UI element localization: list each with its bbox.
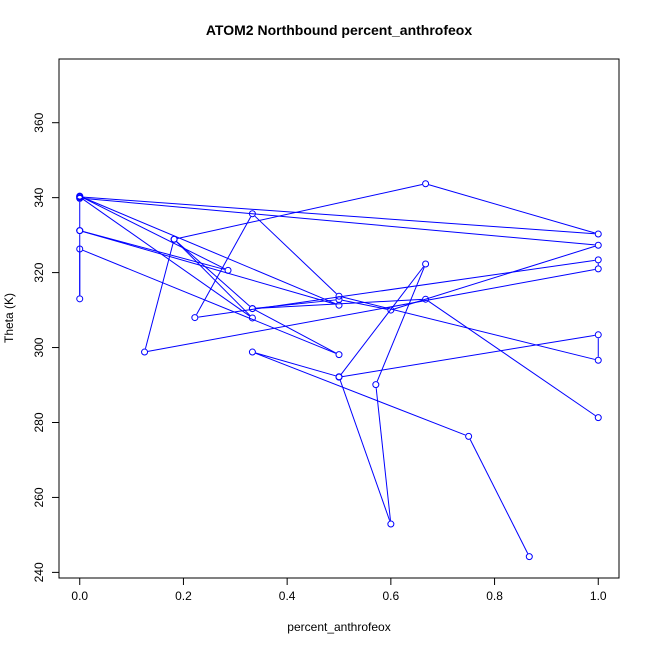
data-point <box>594 241 602 249</box>
series-segment <box>144 242 174 349</box>
data-point <box>387 306 395 314</box>
series-segment <box>196 216 252 315</box>
data-point <box>191 314 199 322</box>
series-segment <box>255 309 337 354</box>
data-point <box>335 296 343 304</box>
data-point <box>372 381 380 389</box>
data-point <box>335 351 343 359</box>
y-tick-label: 280 <box>32 412 46 432</box>
series-segment <box>176 241 251 316</box>
series-segment <box>428 184 596 234</box>
series-segment <box>428 300 596 417</box>
data-point <box>594 356 602 364</box>
data-point <box>141 348 149 356</box>
data-point <box>76 194 84 202</box>
series-segment <box>147 268 595 352</box>
series-segment <box>469 439 529 554</box>
x-tick-label: 0.4 <box>279 589 296 603</box>
series-segment <box>177 184 423 239</box>
y-tick-label: 300 <box>32 337 46 357</box>
x-axis: 0.0 0.2 0.4 0.6 0.8 1.0 <box>71 577 607 603</box>
data-point <box>76 227 84 235</box>
series-0 <box>76 180 602 561</box>
series-segment <box>394 245 596 310</box>
x-tick-label: 0.6 <box>383 589 400 603</box>
x-tick-label: 0.0 <box>71 589 88 603</box>
y-tick-label: 320 <box>32 262 46 282</box>
series-segment <box>340 266 424 375</box>
data-point <box>76 245 84 253</box>
y-tick-label: 240 <box>32 562 46 582</box>
x-axis-label: percent_anthrofeox <box>287 620 390 634</box>
series-segment <box>255 352 466 436</box>
series-segment <box>82 197 226 270</box>
series-segment <box>342 334 595 378</box>
plot-frame <box>58 58 620 579</box>
series-segment <box>82 197 336 305</box>
series-segment <box>255 298 423 309</box>
series-segment <box>339 379 391 521</box>
data-point <box>248 314 256 322</box>
data-point <box>594 331 602 339</box>
x-tick-label: 0.2 <box>175 589 192 603</box>
series-segment <box>82 249 336 354</box>
series-segment <box>82 231 336 305</box>
data-point <box>170 235 178 243</box>
series-segment <box>254 215 337 295</box>
data-point <box>335 292 343 300</box>
data-point <box>387 520 395 528</box>
data-point <box>422 180 430 188</box>
y-tick-label: 260 <box>32 487 46 507</box>
data-point <box>335 301 343 309</box>
data-point <box>422 260 430 268</box>
data-point <box>594 414 602 422</box>
data-point <box>465 432 473 440</box>
data-point <box>422 295 430 303</box>
series-segment <box>342 299 388 310</box>
data-point <box>248 348 256 356</box>
series-segment <box>176 241 251 307</box>
data-point <box>248 210 256 218</box>
series-segment <box>83 197 595 246</box>
data-point <box>248 305 256 313</box>
series-segment <box>83 196 595 235</box>
data-point <box>224 266 232 274</box>
y-axis-label: Theta (K) <box>2 293 16 343</box>
data-point <box>525 553 533 561</box>
series-segment <box>255 299 336 309</box>
data-point <box>594 265 602 273</box>
series-segment <box>255 352 336 377</box>
series-segment <box>82 231 225 270</box>
series-layer <box>76 180 602 561</box>
chart-title: ATOM2 Northbound percent_anthrofeox <box>206 22 472 38</box>
x-tick-label: 0.8 <box>486 589 503 603</box>
y-tick-label: 340 <box>32 187 46 207</box>
series-segment <box>375 388 391 521</box>
data-point <box>594 230 602 238</box>
data-point <box>335 373 343 381</box>
x-tick-label: 1.0 <box>590 589 607 603</box>
data-point <box>76 295 84 303</box>
y-axis: 240 260 280 300 320 340 360 <box>32 112 60 582</box>
series-segment <box>82 198 250 317</box>
y-tick-label: 360 <box>32 112 46 132</box>
data-point <box>594 256 602 264</box>
